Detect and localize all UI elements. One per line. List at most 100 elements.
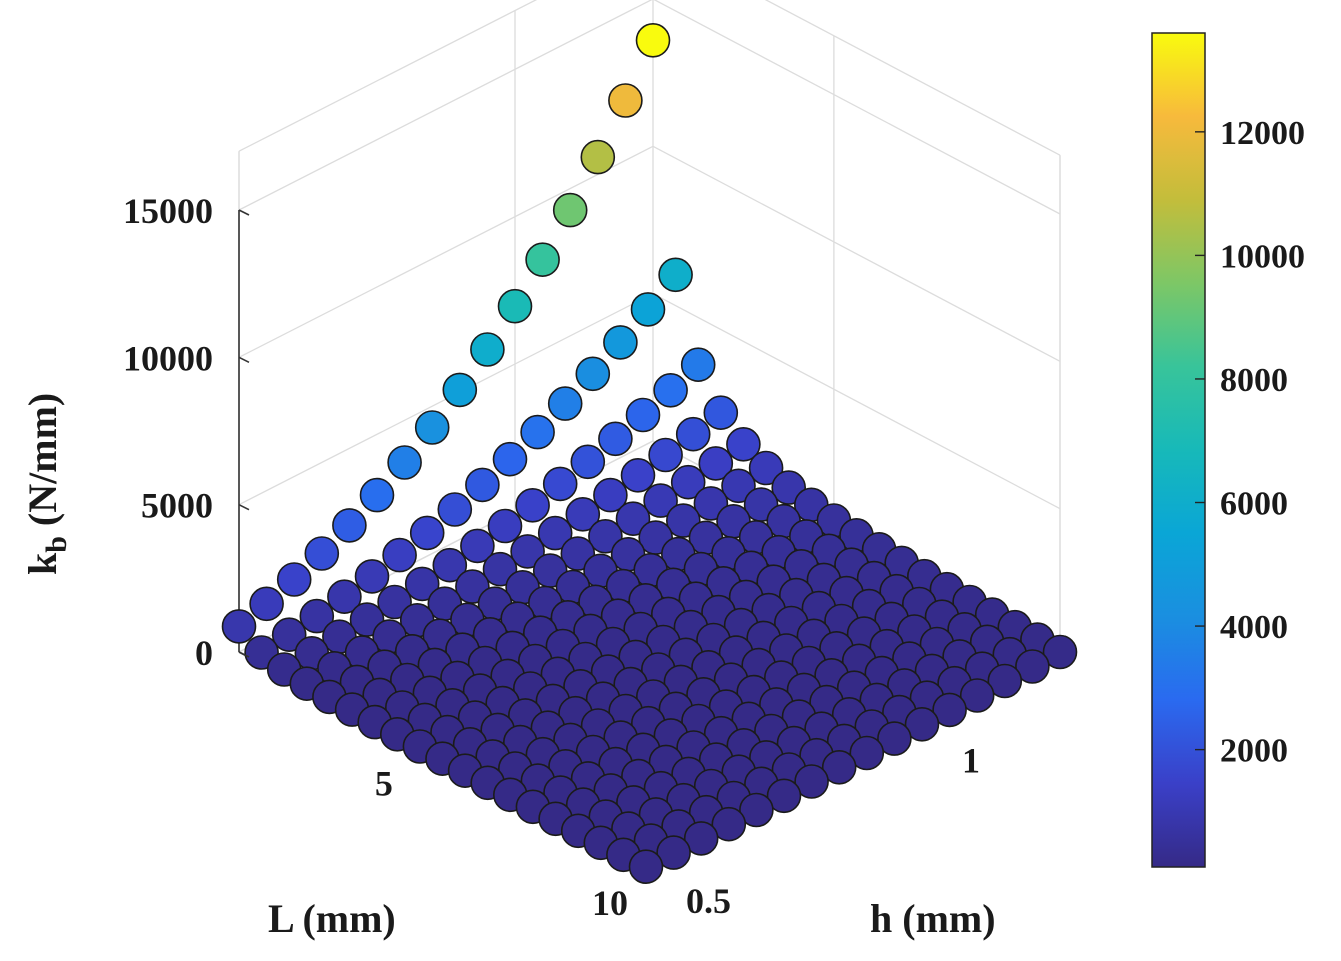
data-point xyxy=(304,536,340,571)
colorbar: 2000 4000 6000 8000 10000 12000 xyxy=(1151,32,1305,868)
data-point xyxy=(711,806,747,842)
data-point xyxy=(465,467,500,503)
data-point xyxy=(497,288,533,324)
grid-line-z xyxy=(653,0,1061,215)
data-point xyxy=(675,416,711,452)
scatter-points xyxy=(221,22,1078,885)
z-axis-label: kb (N/mm) xyxy=(20,393,73,575)
data-point xyxy=(625,397,661,433)
y-tick-label: 0.5 xyxy=(686,881,731,921)
data-point xyxy=(588,518,623,554)
colorbar-gradient xyxy=(1151,32,1206,868)
data-point xyxy=(299,598,335,634)
data-point xyxy=(932,692,967,728)
colorbar-tick-label: 2000 xyxy=(1220,733,1288,770)
z-tick-mark xyxy=(238,356,250,364)
data-point xyxy=(432,547,468,583)
z-tick-label: 10000 xyxy=(123,338,213,378)
colorbar-tick-label: 4000 xyxy=(1220,609,1288,646)
z-tick-label: 0 xyxy=(195,633,213,673)
data-point xyxy=(683,821,719,856)
data-point xyxy=(515,487,550,523)
data-point xyxy=(510,534,545,569)
z-tick-mark xyxy=(238,651,250,658)
data-point xyxy=(271,617,307,653)
data-point xyxy=(959,678,995,713)
data-point xyxy=(648,437,683,473)
data-point xyxy=(387,445,422,480)
data-point xyxy=(382,537,417,573)
data-point xyxy=(635,22,671,58)
colorbar-ticks: 2000 4000 6000 8000 10000 12000 xyxy=(1195,115,1305,770)
data-point xyxy=(766,778,802,814)
data-point xyxy=(359,477,395,513)
data-point xyxy=(739,792,774,828)
data-point xyxy=(849,735,885,771)
data-point xyxy=(794,764,829,799)
z-axis-label-base: k xyxy=(20,552,65,575)
grid-line-z xyxy=(238,145,654,358)
z-tick-mark xyxy=(238,503,250,511)
x-tick-label: 10 xyxy=(592,883,628,923)
data-point xyxy=(698,446,734,481)
data-point xyxy=(653,372,688,408)
data-point xyxy=(643,483,678,518)
y-axis-label: h (mm) xyxy=(870,896,996,941)
data-point xyxy=(442,372,478,408)
data-point xyxy=(721,468,756,504)
data-point xyxy=(658,257,693,293)
data-point xyxy=(221,609,257,644)
colorbar-tick-label: 6000 xyxy=(1220,486,1288,523)
z-axis-label-unit: (N/mm) xyxy=(20,393,65,536)
z-tick-label: 15000 xyxy=(123,191,213,231)
data-point xyxy=(565,496,601,532)
data-point xyxy=(537,515,573,551)
grid-line-z xyxy=(652,293,1061,510)
data-point xyxy=(656,835,691,870)
x-axis-label: L (mm) xyxy=(268,896,396,941)
z-tick-label: 5000 xyxy=(141,486,213,526)
colorbar-tick-label: 8000 xyxy=(1220,362,1288,399)
grid-edge xyxy=(764,0,1061,156)
data-point xyxy=(547,386,583,421)
data-point xyxy=(414,410,450,445)
grid-line-z xyxy=(238,0,653,211)
data-point xyxy=(377,584,412,620)
colorbar-tick-label: 10000 xyxy=(1220,238,1305,275)
data-point xyxy=(276,562,312,597)
data-point xyxy=(525,242,560,278)
data-point xyxy=(575,356,611,392)
y-tick-label: 1 xyxy=(962,740,980,780)
data-point xyxy=(1015,649,1050,684)
data-point xyxy=(580,139,616,175)
data-point xyxy=(680,347,716,383)
data-point xyxy=(1042,634,1078,670)
data-point xyxy=(327,579,362,615)
data-point xyxy=(520,414,555,450)
colorbar-tick-label: 12000 xyxy=(1220,115,1305,152)
data-point xyxy=(603,325,638,360)
data-point xyxy=(470,332,505,367)
data-point xyxy=(987,663,1023,699)
data-point xyxy=(542,466,578,502)
z-axis-label-sub: b xyxy=(40,536,73,553)
data-point xyxy=(877,721,912,756)
data-point xyxy=(460,528,495,564)
grid-line-z xyxy=(652,145,1061,362)
data-point xyxy=(904,706,940,742)
x-tick-label: 5 xyxy=(375,764,393,804)
data-point xyxy=(332,508,367,543)
data-point xyxy=(409,515,445,551)
data-point xyxy=(354,559,390,594)
data-point xyxy=(593,477,628,513)
data-point xyxy=(570,444,606,480)
data-point xyxy=(552,192,588,228)
data-point xyxy=(670,464,706,500)
data-point xyxy=(492,441,528,477)
grid-edge xyxy=(238,0,538,152)
data-point xyxy=(249,586,284,622)
data-point xyxy=(748,450,784,486)
data-point xyxy=(437,492,473,527)
data-point xyxy=(608,83,643,118)
